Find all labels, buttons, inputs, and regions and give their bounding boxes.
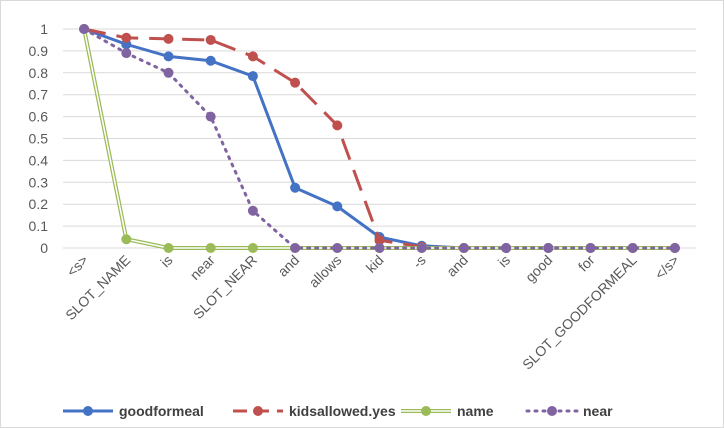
x-tick-label-6: allows xyxy=(306,252,345,291)
point-kidsallowed.yes-4 xyxy=(247,51,258,62)
legend-item-goodformeal: goodformeal xyxy=(63,403,204,419)
legend-label-goodformeal: goodformeal xyxy=(119,403,204,419)
y-tick-label-8: 0.8 xyxy=(29,65,49,81)
point-goodformeal-5 xyxy=(290,182,301,193)
x-tick-label-3: near xyxy=(187,252,218,283)
point-near-13 xyxy=(627,243,638,253)
point-kidsallowed.yes-5 xyxy=(290,77,301,88)
point-near-0 xyxy=(79,24,90,34)
x-tick-label-10: is xyxy=(495,252,513,270)
point-kidsallowed.yes-2 xyxy=(163,33,174,44)
point-near-9 xyxy=(458,243,469,253)
legend-label-name: name xyxy=(457,403,494,419)
x-tick-label-5: and xyxy=(274,252,302,280)
legend-marker-near xyxy=(547,406,557,416)
point-near-11 xyxy=(543,243,554,253)
series-lines xyxy=(79,24,680,253)
point-near-14 xyxy=(669,243,680,253)
point-near-4 xyxy=(247,205,258,216)
x-tick-label-12: for xyxy=(575,252,598,275)
point-kidsallowed.yes-6 xyxy=(332,120,343,131)
legend-item-name: name xyxy=(401,403,494,419)
point-near-5 xyxy=(290,243,301,253)
x-tick-label-0: <s> xyxy=(63,252,91,280)
legend-label-near: near xyxy=(583,403,613,419)
y-tick-label-2: 0.2 xyxy=(29,196,49,212)
point-kidsallowed.yes-7 xyxy=(374,235,385,246)
x-tick-label-2: is xyxy=(157,252,175,270)
point-kidsallowed.yes-1 xyxy=(121,32,132,43)
legend-item-kidsallowed.yes: kidsallowed.yes xyxy=(233,403,396,419)
point-near-8 xyxy=(416,243,427,253)
y-tick-label-6: 0.6 xyxy=(29,109,49,125)
point-name-1 xyxy=(121,234,132,245)
point-near-2 xyxy=(163,67,174,78)
y-tick-label-7: 0.7 xyxy=(29,87,49,103)
legend-marker-name xyxy=(421,406,431,416)
point-near-6 xyxy=(332,243,343,253)
x-tick-label-9: and xyxy=(443,252,471,280)
y-tick-label-4: 0.4 xyxy=(29,152,49,168)
y-tick-label-1: 0.1 xyxy=(29,218,49,234)
series-near xyxy=(79,24,680,253)
point-near-1 xyxy=(121,48,132,59)
x-tick-label-7: kid xyxy=(363,252,387,276)
x-tick-label-8: -s xyxy=(409,252,429,272)
y-tick-label-9: 0.9 xyxy=(29,43,49,59)
y-tick-label-3: 0.3 xyxy=(29,174,49,190)
point-near-7 xyxy=(374,243,385,253)
point-near-12 xyxy=(585,243,596,253)
point-goodformeal-2 xyxy=(163,51,174,62)
point-goodformeal-4 xyxy=(247,71,258,82)
y-tick-label-10: 1 xyxy=(40,21,48,37)
point-name-4 xyxy=(247,243,258,253)
x-tick-label-11: good xyxy=(522,252,555,285)
y-axis-ticks: 0 0.1 0.2 0.3 0.4 0.5 0.6 0.7 0.8 0.9 1 xyxy=(29,21,49,256)
point-name-2 xyxy=(163,243,174,253)
point-near-3 xyxy=(205,111,216,122)
legend-marker-goodformeal xyxy=(83,406,93,416)
point-goodformeal-3 xyxy=(205,55,216,66)
legend-marker-kidsallowed.yes xyxy=(253,406,263,416)
point-near-10 xyxy=(501,243,512,253)
legend: goodformeal kidsallowed.yes name near xyxy=(63,403,613,419)
gridlines xyxy=(63,28,696,249)
point-name-3 xyxy=(205,243,216,253)
y-tick-label-0: 0 xyxy=(40,240,48,256)
x-tick-label-14: </s> xyxy=(651,252,682,283)
legend-item-near: near xyxy=(525,403,613,419)
y-tick-label-5: 0.5 xyxy=(29,131,49,147)
legend-label-kidsallowed.yes: kidsallowed.yes xyxy=(289,403,396,419)
point-goodformeal-6 xyxy=(332,201,343,212)
point-kidsallowed.yes-3 xyxy=(205,34,216,45)
